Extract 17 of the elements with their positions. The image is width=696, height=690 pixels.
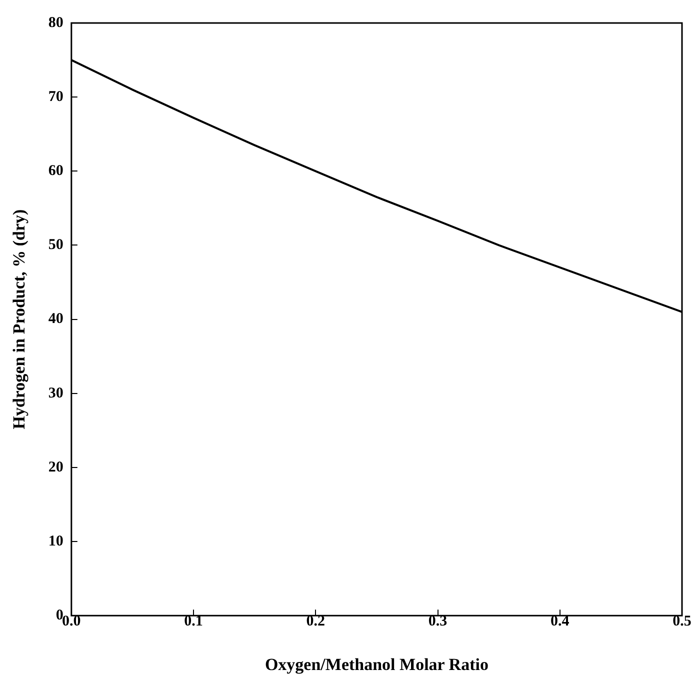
y-tick-label: 0 [56,607,64,624]
x-axis-title: Oxygen/Methanol Molar Ratio [264,655,488,674]
y-axis-title: Hydrogen in Product, % (dry) [10,209,29,430]
y-tick-label: 60 [48,163,64,180]
x-tick-label: 0.5 [672,613,692,630]
x-tick-label: 0.1 [184,613,203,630]
y-tick-label: 50 [48,237,64,254]
y-tick-label: 10 [48,533,64,550]
x-tick-label: 0.3 [428,613,448,630]
x-tick-label: 0.4 [550,613,570,630]
y-tick-label: 80 [48,14,64,31]
y-tick-label: 40 [48,311,64,328]
x-tick-label: 0.2 [306,613,326,630]
x-tick-label: 0.0 [62,613,81,630]
y-tick-label: 30 [48,385,64,402]
y-tick-label: 20 [48,459,64,476]
y-tick-label: 70 [48,88,64,105]
